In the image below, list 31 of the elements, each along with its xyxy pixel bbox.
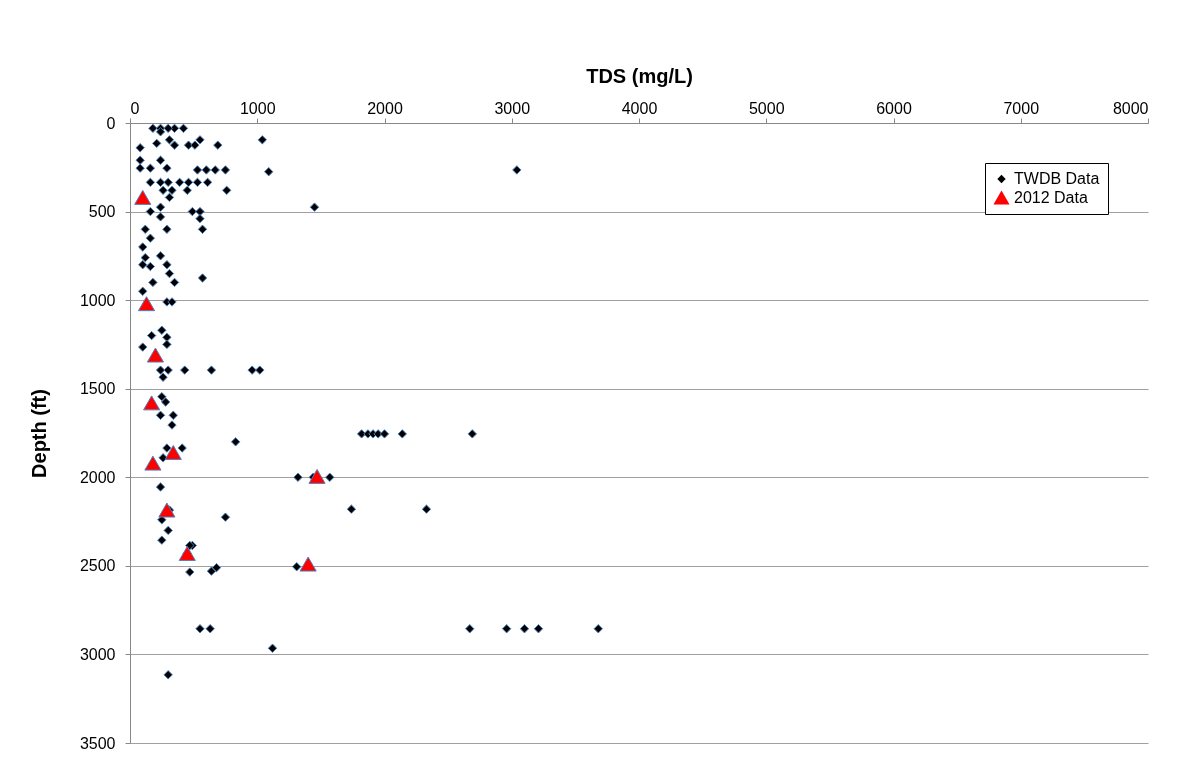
y-tick-label: 1000 [79,291,116,309]
x-tick-label: 0 [130,99,140,117]
x-tick-label: 2000 [367,99,403,117]
y-tick-label: 1500 [79,380,116,398]
y-tick-label: 2000 [79,468,116,486]
point [144,455,162,471]
y-tick-label: 3500 [79,734,116,752]
x-tick-label: 7000 [1003,99,1040,117]
y-tick-label: 3000 [79,645,116,663]
legend-label: 2012 Data [1014,188,1088,206]
x-tick-label: 4000 [621,99,658,117]
y-tick-label: 2500 [79,557,116,575]
x-tick-label: 3000 [494,99,531,117]
point [178,545,196,561]
point [164,445,182,460]
x-tick-label: 5000 [748,99,785,117]
x-axis-title: TDS (mg/L) [586,64,693,87]
x-tick-label: 6000 [876,99,912,117]
point [308,468,326,484]
point [137,296,156,312]
point [143,395,161,411]
point [299,556,317,572]
y-tick-label: 0 [106,114,116,132]
point [146,347,165,363]
y-tick-label: 500 [88,203,116,221]
point [158,502,176,518]
x-tick-label: 8000 [1112,99,1149,117]
point [134,189,152,205]
y-axis-title: Depth (ft) [27,389,50,478]
legend-label: TWDB Data [1014,170,1100,187]
x-tick-label: 1000 [239,99,276,117]
